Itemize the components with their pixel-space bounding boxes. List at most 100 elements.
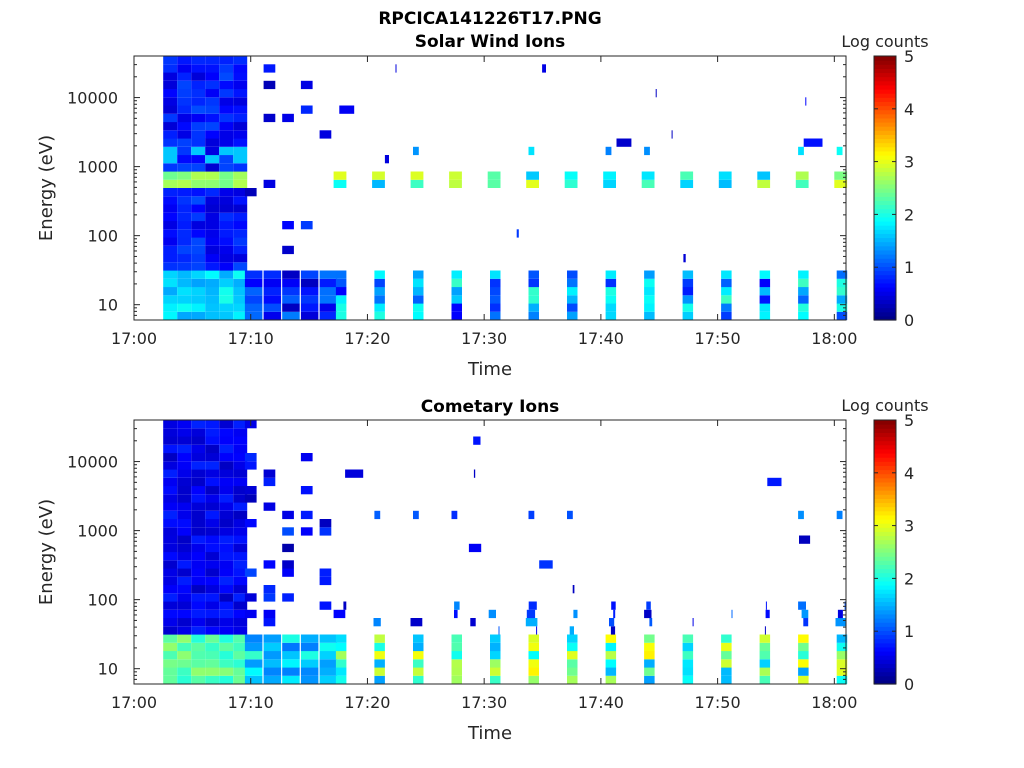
heatmap-cell xyxy=(205,146,220,156)
heatmap-cell xyxy=(282,221,294,230)
heatmap-cell xyxy=(219,270,234,279)
heatmap-cell xyxy=(191,453,206,462)
heatmap-cell xyxy=(798,278,809,288)
heatmap-cell xyxy=(572,585,575,594)
heatmap-cell xyxy=(263,270,282,279)
heatmap-cell xyxy=(219,560,234,569)
colorbar-band xyxy=(874,241,896,247)
colorbar-band xyxy=(874,523,896,528)
colorbar-band xyxy=(874,311,896,317)
colorbar-band xyxy=(874,208,896,214)
heatmap-cell xyxy=(177,72,192,81)
heatmap-cell xyxy=(836,659,848,668)
heatmap-cell xyxy=(233,667,248,676)
heatmap-cell xyxy=(319,651,338,660)
heatmap-cell xyxy=(191,436,206,445)
heatmap-cell xyxy=(163,543,178,553)
heatmap-cell xyxy=(191,212,206,222)
heatmap-cell xyxy=(319,576,332,586)
colorbar-band xyxy=(874,192,896,197)
heatmap-cell xyxy=(836,146,843,156)
colorbar-band xyxy=(874,552,896,557)
heatmap-cell xyxy=(233,278,248,288)
heatmap-cell xyxy=(219,519,234,528)
heatmap-cell xyxy=(451,651,462,660)
heatmap-cell xyxy=(282,113,294,123)
heatmap-cell xyxy=(836,634,848,643)
heatmap-cell xyxy=(454,609,458,619)
heatmap-cell xyxy=(384,155,389,164)
x-tick-label: 17:30 xyxy=(461,693,507,712)
heatmap-cell xyxy=(798,601,806,610)
heatmap-cell xyxy=(233,295,248,304)
heatmap-cell xyxy=(525,618,538,627)
heatmap-cell xyxy=(163,171,178,180)
heatmap-cell xyxy=(682,642,694,652)
colorbar-frame xyxy=(873,55,897,321)
heatmap-cell xyxy=(798,675,809,685)
heatmap-cell xyxy=(263,113,276,123)
heatmap-cell xyxy=(644,675,655,685)
heatmap-cell xyxy=(205,188,220,197)
colorbar-band xyxy=(874,315,896,321)
colorbar-band xyxy=(874,270,896,276)
heatmap-cell xyxy=(333,609,346,619)
y-tick-label: 10000 xyxy=(67,89,118,108)
heatmap-cell xyxy=(836,311,848,321)
heatmap-cell xyxy=(413,659,424,668)
colorbar-tick-label: 3 xyxy=(904,153,914,172)
heatmap-cell xyxy=(219,618,234,627)
x-tick-label: 17:50 xyxy=(695,329,741,348)
heatmap-cell xyxy=(641,171,655,180)
heatmap-cell xyxy=(567,659,578,668)
heatmap-cell xyxy=(451,510,458,520)
heatmap-cell xyxy=(759,295,771,304)
colorbar-band xyxy=(874,179,896,185)
heatmap-cell xyxy=(177,221,192,230)
heatmap-cell xyxy=(177,453,192,462)
heatmap-cell xyxy=(244,519,257,528)
colorbar-band xyxy=(874,609,896,615)
heatmap-cell xyxy=(528,667,539,676)
heatmap-cell xyxy=(319,303,338,312)
heatmap-cell xyxy=(163,477,178,487)
heatmap-cell xyxy=(721,270,732,279)
heatmap-cell xyxy=(335,270,347,279)
heatmap-cell xyxy=(205,494,220,503)
heatmap-cell xyxy=(233,486,248,495)
heatmap-cell xyxy=(300,510,313,520)
heatmap-cell xyxy=(836,667,848,676)
heatmap-cell xyxy=(205,453,220,462)
heatmap-cell xyxy=(233,171,248,180)
heatmap-cell xyxy=(177,642,192,652)
colorbar-band xyxy=(874,448,896,454)
heatmap-cell xyxy=(191,568,206,577)
heatmap-cell xyxy=(319,519,332,528)
heatmap-cell xyxy=(759,303,771,312)
heatmap-cell xyxy=(219,89,234,98)
heatmap-cell xyxy=(191,502,206,511)
heatmap-cell xyxy=(300,311,319,321)
heatmap-cell xyxy=(163,461,178,470)
colorbar-band xyxy=(874,237,896,243)
x-tick-label: 17:00 xyxy=(111,329,157,348)
heatmap-cell xyxy=(605,287,617,296)
heatmap-cell xyxy=(233,287,248,296)
heatmap-cell xyxy=(605,311,617,321)
heatmap-cell xyxy=(564,171,578,180)
colorbar-frame xyxy=(873,419,897,685)
colorbar-band xyxy=(874,436,896,442)
colorbar-band xyxy=(874,258,896,263)
heatmap-cell xyxy=(163,469,178,478)
heatmap-cell xyxy=(374,295,385,304)
heatmap-cell xyxy=(219,461,234,470)
heatmap-cell xyxy=(191,188,206,197)
heatmap-cell xyxy=(680,171,694,180)
colorbar-band xyxy=(874,502,896,508)
heatmap-cell xyxy=(233,89,248,98)
heatmap-cell xyxy=(177,675,192,685)
heatmap-cell xyxy=(837,609,843,619)
heatmap-cell xyxy=(528,295,539,304)
heatmap-cell xyxy=(374,659,385,668)
heatmap-cell xyxy=(319,130,332,139)
